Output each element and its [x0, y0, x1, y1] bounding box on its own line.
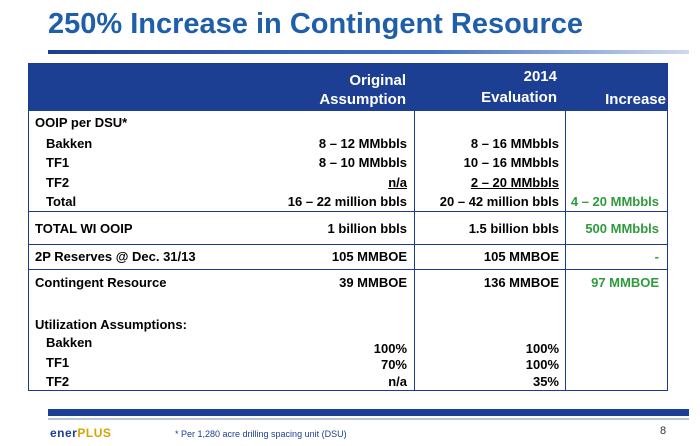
header-increase: Increase	[605, 91, 666, 108]
title-underline	[48, 50, 689, 54]
cell-increase: -	[654, 249, 659, 264]
cell-original: 39 MMBOE	[339, 275, 407, 290]
row-label-total: Total	[46, 194, 77, 209]
cell-evaluation: 1.5 billion bbls	[468, 221, 559, 236]
cell-evaluation: 8 – 16 MMbbls	[470, 136, 559, 151]
header-original: Original Assumption	[269, 71, 406, 109]
footer-bar	[48, 409, 689, 416]
cell-original: n/a	[388, 175, 407, 190]
comparison-table: Original Assumption 2014 Evaluation Incr…	[28, 63, 668, 391]
cell-original: 100%	[373, 341, 407, 356]
cell-increase: 97 MMBOE	[591, 275, 659, 290]
header-evaluation: 2014 Evaluation	[429, 67, 557, 107]
cell-original: 1 billion bbls	[327, 221, 407, 236]
cell-evaluation: 105 MMBOE	[483, 249, 559, 264]
cell-evaluation: 10 – 16 MMbbls	[463, 155, 559, 170]
page-title: 250% Increase in Contingent Resource	[48, 8, 584, 40]
header-evaluation-year: 2014	[523, 68, 557, 85]
logo-text-accent: PLUS	[77, 426, 112, 440]
section-label-utilization: Utilization Assumptions:	[35, 317, 187, 332]
cell-original: 8 – 12 MMbbls	[318, 136, 407, 151]
cell-original: 8 – 10 MMbbls	[318, 155, 407, 170]
cell-evaluation: 2 – 20 MMbbls	[470, 175, 559, 190]
footer-bar-accent	[48, 418, 689, 420]
footnote: * Per 1,280 acre drilling spacing unit (…	[175, 429, 347, 439]
row-label-util-tf1: TF1	[46, 355, 70, 370]
row-label-tf1: TF1	[46, 155, 70, 170]
cell-original: 70%	[380, 357, 407, 372]
cell-original: 16 – 22 million bbls	[287, 194, 407, 209]
row-divider	[29, 244, 667, 245]
row-label-bakken: Bakken	[46, 136, 93, 151]
row-label-wi-ooip: TOTAL WI OOIP	[35, 221, 133, 236]
row-divider	[29, 211, 667, 212]
row-label-reserves: 2P Reserves @ Dec. 31/13	[35, 249, 196, 264]
logo-text: ener	[50, 426, 78, 440]
cell-original: n/a	[388, 374, 407, 389]
header-evaluation-label: Evaluation	[481, 89, 557, 106]
header-original-line2: Assumption	[319, 91, 406, 108]
cell-evaluation: 35%	[532, 374, 559, 389]
enerplus-logo: enerPLUS	[50, 426, 111, 440]
row-label-tf2: TF2	[46, 175, 70, 190]
header-original-line1: Original	[349, 72, 406, 89]
row-divider	[29, 269, 667, 270]
row-label-util-bakken: Bakken	[46, 335, 93, 350]
column-divider	[414, 111, 415, 390]
cell-evaluation: 136 MMBOE	[483, 275, 559, 290]
cell-evaluation: 100%	[525, 357, 559, 372]
cell-increase: 500 MMbbls	[585, 221, 659, 236]
cell-evaluation: 100%	[525, 341, 559, 356]
section-label-ooip: OOIP per DSU*	[35, 115, 128, 130]
column-divider	[565, 111, 566, 390]
row-label-contingent: Contingent Resource	[35, 275, 167, 290]
table-header: Original Assumption 2014 Evaluation Incr…	[29, 64, 667, 111]
cell-evaluation: 20 – 42 million bbls	[439, 194, 559, 209]
page-number: 8	[660, 425, 667, 437]
cell-original: 105 MMBOE	[331, 249, 407, 264]
row-label-util-tf2: TF2	[46, 374, 70, 389]
cell-increase: 4 – 20 MMbbls	[570, 194, 659, 209]
